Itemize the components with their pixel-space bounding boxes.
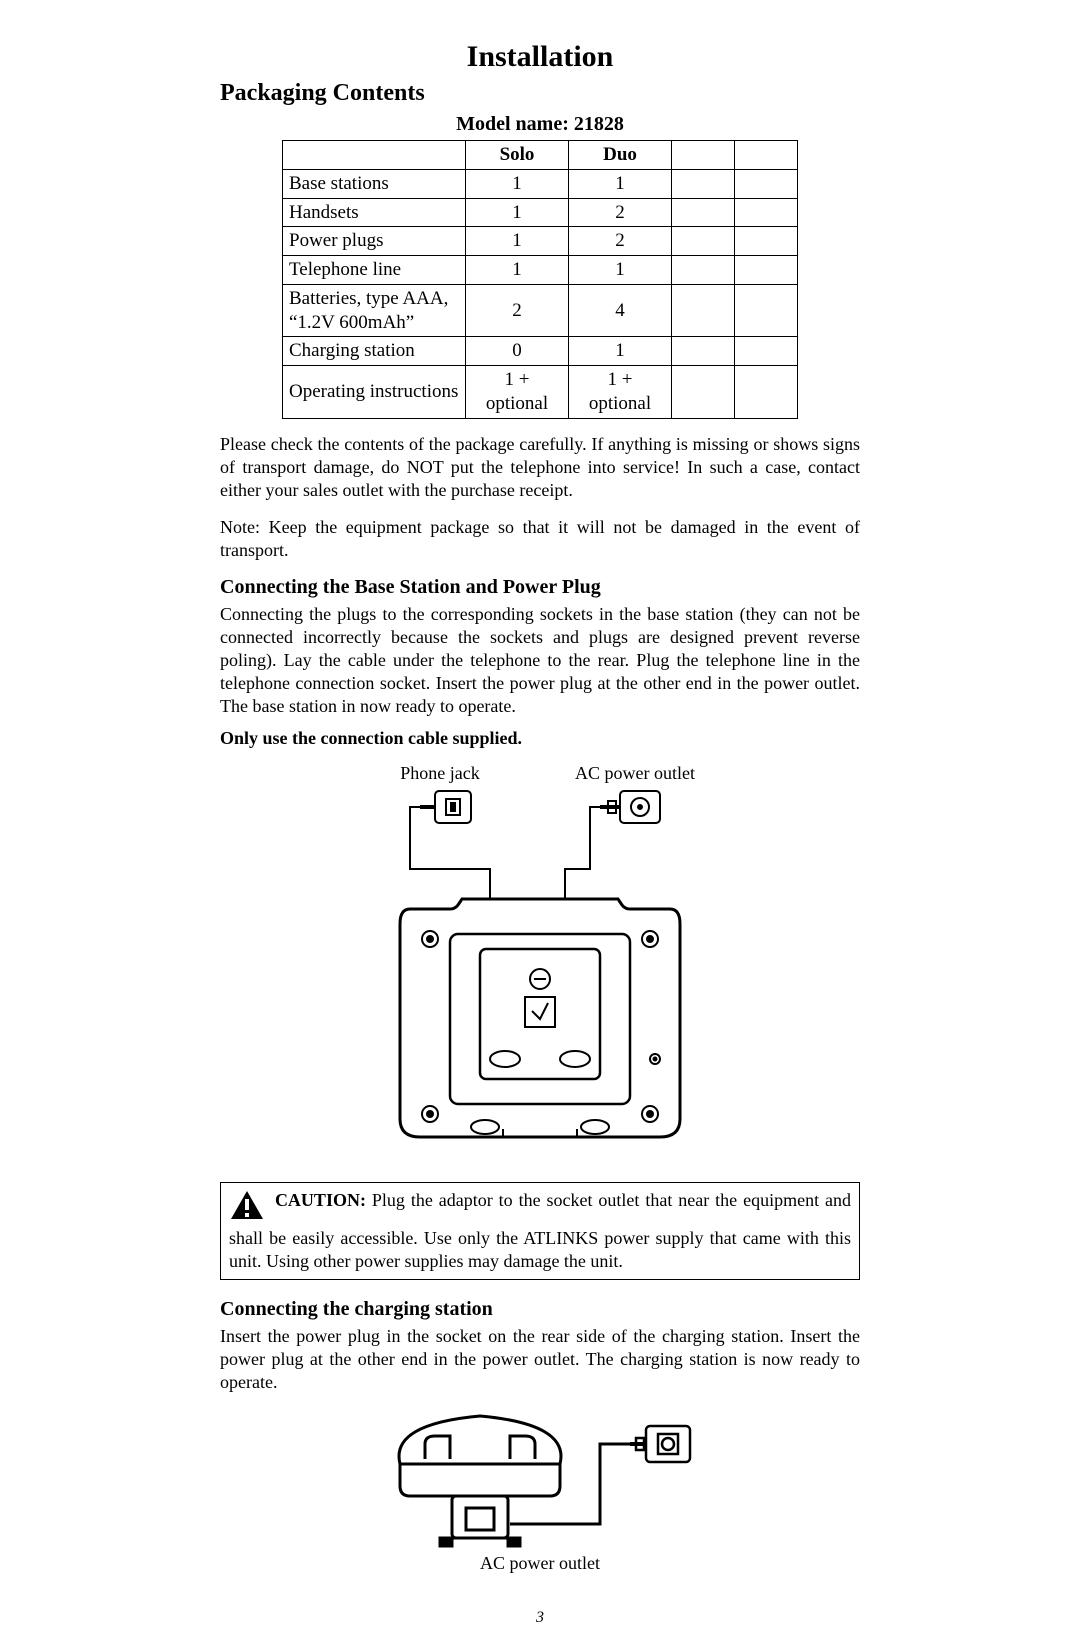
- cell-label: Batteries, type AAA, “1.2V 600mAh”: [283, 284, 466, 337]
- paragraph-check-contents: Please check the contents of the package…: [220, 433, 860, 502]
- diagram-charging-station: AC power outlet: [220, 1404, 860, 1579]
- cell-empty: [735, 366, 798, 419]
- cell-empty: [672, 366, 735, 419]
- cell-label: Telephone line: [283, 256, 466, 285]
- label-phone-jack: Phone jack: [400, 763, 479, 783]
- col-empty1: [672, 141, 735, 170]
- col-empty2: [735, 141, 798, 170]
- section-packaging-contents: Packaging Contents: [220, 80, 860, 107]
- cell-solo: 1: [466, 198, 569, 227]
- cell-solo: 2: [466, 284, 569, 337]
- label-ac-outlet-2: AC power outlet: [480, 1553, 600, 1573]
- cell-label: Handsets: [283, 198, 466, 227]
- cell-empty: [672, 337, 735, 366]
- caution-box: CAUTION: Plug the adaptor to the socket …: [220, 1182, 860, 1280]
- cell-solo: 1: [466, 227, 569, 256]
- caution-label: CAUTION:: [275, 1190, 366, 1210]
- table-row: Power plugs 1 2: [283, 227, 798, 256]
- col-blank: [283, 141, 466, 170]
- table-row: Charging station 0 1: [283, 337, 798, 366]
- table-row: Base stations 1 1: [283, 169, 798, 198]
- cell-duo: 1 + optional: [569, 366, 672, 419]
- cell-solo: 1: [466, 169, 569, 198]
- label-ac-outlet: AC power outlet: [575, 763, 695, 783]
- warning-icon: [229, 1189, 265, 1227]
- cell-empty: [735, 198, 798, 227]
- cell-label: Charging station: [283, 337, 466, 366]
- cell-label: Operating instructions: [283, 366, 466, 419]
- cell-empty: [672, 284, 735, 337]
- cell-solo: 1: [466, 256, 569, 285]
- cell-empty: [735, 227, 798, 256]
- table-header-row: Solo Duo: [283, 141, 798, 170]
- cell-empty: [672, 227, 735, 256]
- cell-empty: [735, 256, 798, 285]
- cell-empty: [672, 256, 735, 285]
- cell-duo: 1: [569, 169, 672, 198]
- paragraph-note: Note: Keep the equipment package so that…: [220, 516, 860, 562]
- col-duo: Duo: [569, 141, 672, 170]
- section-connecting-base: Connecting the Base Station and Power Pl…: [220, 576, 860, 599]
- page-title: Installation: [220, 40, 860, 74]
- cell-empty: [672, 198, 735, 227]
- paragraph-connecting-charging: Insert the power plug in the socket on t…: [220, 1325, 860, 1394]
- paragraph-connecting-base: Connecting the plugs to the correspondin…: [220, 603, 860, 718]
- cell-duo: 2: [569, 198, 672, 227]
- cell-empty: [735, 169, 798, 198]
- table-row: Handsets 1 2: [283, 198, 798, 227]
- cell-empty: [735, 284, 798, 337]
- page-number: 3: [220, 1609, 860, 1627]
- diagram-base-station: Phone jack AC power outlet: [220, 759, 860, 1164]
- cell-empty: [672, 169, 735, 198]
- table-caption: Model name: 21828: [220, 113, 860, 136]
- cell-duo: 2: [569, 227, 672, 256]
- col-solo: Solo: [466, 141, 569, 170]
- table-row: Telephone line 1 1: [283, 256, 798, 285]
- bold-warning-line: Only use the connection cable supplied.: [220, 728, 860, 749]
- cell-solo: 0: [466, 337, 569, 366]
- table-row: Batteries, type AAA, “1.2V 600mAh” 2 4: [283, 284, 798, 337]
- cell-label: Base stations: [283, 169, 466, 198]
- packaging-contents-table: Solo Duo Base stations 1 1 Handsets 1 2 …: [282, 140, 798, 419]
- cell-duo: 1: [569, 337, 672, 366]
- cell-duo: 4: [569, 284, 672, 337]
- cell-label: Power plugs: [283, 227, 466, 256]
- cell-empty: [735, 337, 798, 366]
- section-connecting-charging: Connecting the charging station: [220, 1298, 860, 1321]
- cell-duo: 1: [569, 256, 672, 285]
- cell-solo: 1 + optional: [466, 366, 569, 419]
- table-row: Operating instructions 1 + optional 1 + …: [283, 366, 798, 419]
